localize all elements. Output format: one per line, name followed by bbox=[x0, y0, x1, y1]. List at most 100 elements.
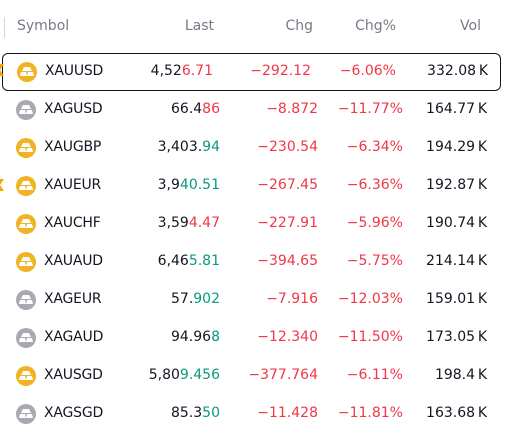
silver-coin-icon bbox=[16, 100, 36, 120]
last-price-suffix: 902 bbox=[193, 291, 220, 307]
last-price-prefix: 94.96 bbox=[170, 329, 212, 345]
watchlist-row[interactable]: XAGAUD 94.968 −12.340 −11.50% 173.05 K bbox=[0, 319, 509, 357]
change-value: −7.916 bbox=[266, 291, 318, 307]
last-price: 5,809.456 bbox=[149, 367, 220, 383]
change-value: −227.91 bbox=[257, 215, 318, 231]
symbol-name: XAGAUD bbox=[44, 329, 104, 345]
last-price: 3,403.94 bbox=[158, 139, 220, 155]
change-value: −267.45 bbox=[257, 177, 318, 193]
change-percent: −6.06% bbox=[339, 63, 396, 79]
last-price-suffix: 8 bbox=[211, 329, 220, 345]
last-price-prefix: 6,46 bbox=[157, 253, 189, 269]
symbol-name: XAUEUR bbox=[44, 177, 102, 193]
change-percent: −11.50% bbox=[337, 329, 403, 345]
watchlist-row[interactable]: XAUCHF 3,594.47 −227.91 −5.96% 190.74 K bbox=[0, 205, 509, 243]
column-header-chg-pct[interactable]: Chg% bbox=[355, 18, 396, 34]
last-price: 3,594.47 bbox=[158, 215, 220, 231]
symbol-name: XAUUSD bbox=[45, 63, 104, 79]
last-price-prefix: 85.3 bbox=[171, 405, 203, 421]
change-percent: −12.03% bbox=[337, 291, 403, 307]
change-percent: −5.75% bbox=[346, 253, 403, 269]
volume-value: 173.05 K bbox=[426, 329, 487, 345]
last-price-suffix: 50 bbox=[202, 405, 220, 421]
watchlist-row[interactable]: XAUUSD 4,526.71 −292.12 −6.06% 332.08 K bbox=[0, 53, 501, 91]
watchlist-rows: XAUUSD 4,526.71 −292.12 −6.06% 332.08 K … bbox=[0, 53, 509, 431]
last-price-prefix: 4,52 bbox=[150, 63, 182, 79]
gold-coin-icon bbox=[16, 252, 36, 272]
last-price: 66.486 bbox=[171, 101, 220, 117]
watchlist-row[interactable]: XAUAUD 6,465.81 −394.65 −5.75% 214.14 K bbox=[0, 243, 509, 281]
last-price: 85.350 bbox=[171, 405, 220, 421]
volume-value: 332.08 K bbox=[427, 63, 488, 79]
column-header-last[interactable]: Last bbox=[184, 18, 214, 34]
volume-value: 190.74 K bbox=[426, 215, 487, 231]
last-price: 94.968 bbox=[171, 329, 220, 345]
change-percent: −5.96% bbox=[346, 215, 403, 231]
volume-value: 214.14 K bbox=[426, 253, 487, 269]
symbol-name: XAUGBP bbox=[44, 139, 102, 155]
gold-coin-icon bbox=[16, 366, 36, 386]
change-percent: −6.36% bbox=[346, 177, 403, 193]
column-header-symbol[interactable]: Symbol bbox=[17, 18, 70, 34]
volume-value: 194.29 K bbox=[426, 139, 487, 155]
last-price-prefix: 3,9 bbox=[157, 177, 180, 193]
change-value: −11.428 bbox=[257, 405, 318, 421]
gold-coin-icon bbox=[16, 138, 36, 158]
last-price-suffix: 94 bbox=[202, 139, 220, 155]
watchlist-header: Symbol Last Chg Chg% Vol bbox=[0, 10, 509, 46]
change-percent: −11.77% bbox=[337, 101, 403, 117]
volume-value: 192.87 K bbox=[426, 177, 487, 193]
gold-coin-icon bbox=[17, 62, 37, 82]
column-resize-handle[interactable] bbox=[4, 17, 5, 38]
gold-coin-icon bbox=[16, 214, 36, 234]
change-percent: −6.34% bbox=[346, 139, 403, 155]
symbol-name: XAGUSD bbox=[44, 101, 103, 117]
last-price: 6,465.81 bbox=[158, 253, 220, 269]
symbol-name: XAUCHF bbox=[44, 215, 101, 231]
column-header-vol[interactable]: Vol bbox=[460, 18, 481, 34]
last-price-suffix: 86 bbox=[202, 101, 220, 117]
column-header-chg[interactable]: Chg bbox=[285, 18, 313, 34]
flag-icon[interactable] bbox=[0, 64, 4, 76]
watchlist-row[interactable]: XAGSGD 85.350 −11.428 −11.81% 163.68 K bbox=[0, 395, 509, 431]
volume-value: 198.4 K bbox=[434, 367, 487, 383]
change-value: −377.764 bbox=[248, 367, 318, 383]
watchlist-row[interactable]: XAUEUR 3,940.51 −267.45 −6.36% 192.87 K bbox=[0, 167, 509, 205]
change-value: −230.54 bbox=[257, 139, 318, 155]
last-price: 3,940.51 bbox=[158, 177, 220, 193]
last-price-suffix: 4.47 bbox=[188, 215, 220, 231]
volume-value: 159.01 K bbox=[426, 291, 487, 307]
change-value: −12.340 bbox=[257, 329, 318, 345]
change-percent: −11.81% bbox=[337, 405, 403, 421]
gold-coin-icon bbox=[16, 176, 36, 196]
last-price-prefix: 66.4 bbox=[171, 101, 203, 117]
last-price-suffix: 6.71 bbox=[181, 63, 213, 79]
change-value: −8.872 bbox=[266, 101, 318, 117]
watchlist-row[interactable]: XAUSGD 5,809.456 −377.764 −6.11% 198.4 K bbox=[0, 357, 509, 395]
last-price-suffix: 40.51 bbox=[179, 177, 220, 193]
watchlist-row[interactable]: XAGEUR 57.902 −7.916 −12.03% 159.01 K bbox=[0, 281, 509, 319]
volume-value: 163.68 K bbox=[426, 405, 487, 421]
last-price-prefix: 5,80 bbox=[148, 367, 180, 383]
watchlist-row[interactable]: XAUGBP 3,403.94 −230.54 −6.34% 194.29 K bbox=[0, 129, 509, 167]
last-price: 57.902 bbox=[171, 291, 220, 307]
symbol-name: XAUSGD bbox=[44, 367, 103, 383]
change-percent: −6.11% bbox=[346, 367, 403, 383]
symbol-name: XAGEUR bbox=[44, 291, 102, 307]
silver-coin-icon bbox=[16, 290, 36, 310]
volume-value: 164.77 K bbox=[426, 101, 487, 117]
symbol-name: XAUAUD bbox=[44, 253, 103, 269]
change-value: −394.65 bbox=[257, 253, 318, 269]
last-price-suffix: 5.81 bbox=[188, 253, 220, 269]
symbol-name: XAGSGD bbox=[44, 405, 104, 421]
silver-coin-icon bbox=[16, 328, 36, 348]
last-price: 4,526.71 bbox=[151, 63, 213, 79]
last-price-prefix: 3,403. bbox=[157, 139, 203, 155]
change-value: −292.12 bbox=[250, 63, 311, 79]
silver-coin-icon bbox=[16, 404, 36, 424]
flag-icon[interactable] bbox=[0, 179, 4, 191]
last-price-prefix: 57. bbox=[171, 291, 194, 307]
watchlist-row[interactable]: XAGUSD 66.486 −8.872 −11.77% 164.77 K bbox=[0, 91, 509, 129]
last-price-suffix: 9.456 bbox=[179, 367, 220, 383]
